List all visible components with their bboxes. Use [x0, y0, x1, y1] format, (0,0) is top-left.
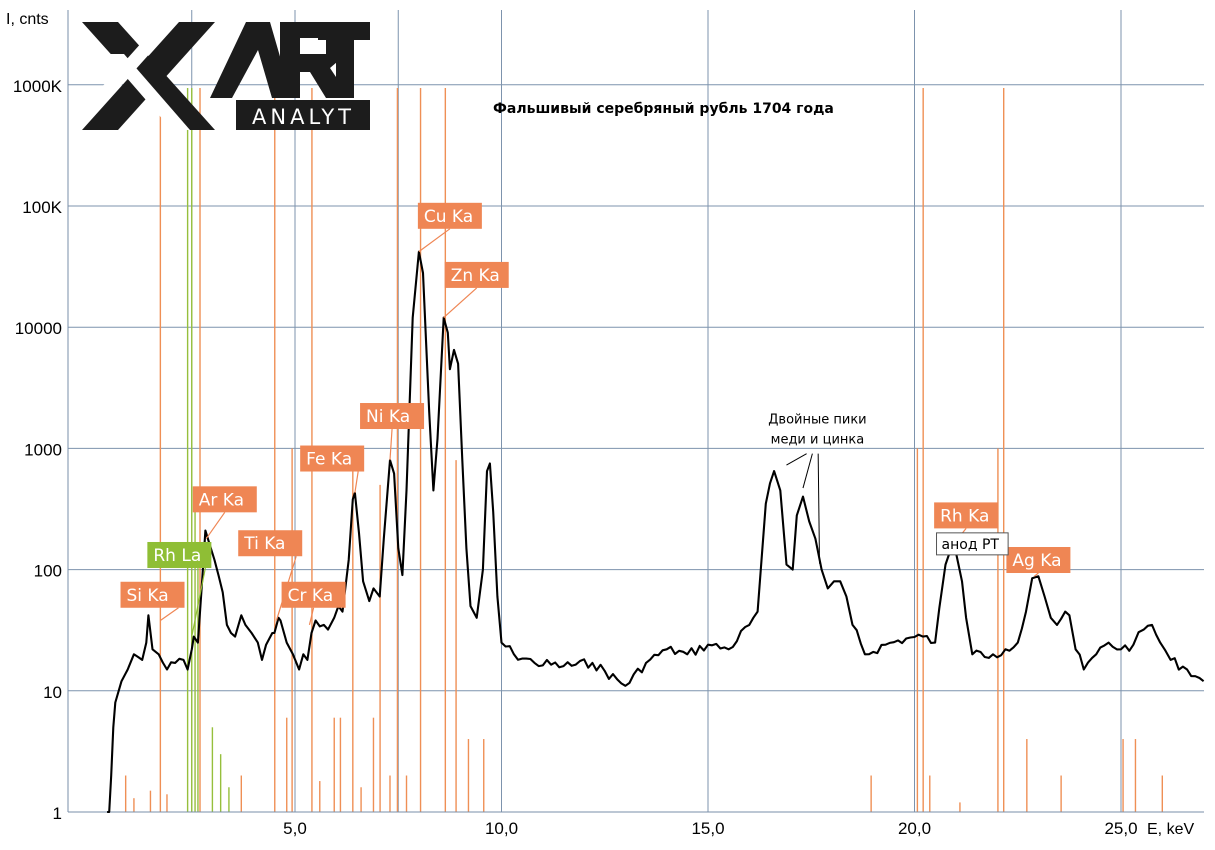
element-label-text: Ni Ka — [366, 407, 410, 427]
label-leader — [205, 511, 226, 540]
element-label-box — [934, 502, 999, 529]
y-tick-label: 10 — [43, 683, 62, 702]
element-peak-lines — [124, 88, 1164, 812]
y-tick-labels: 1 10 100 1000 10000 100K 1000K — [13, 77, 63, 823]
label-leader — [160, 607, 179, 622]
label-leader — [1033, 572, 1039, 577]
spectrum-line — [107, 250, 1205, 814]
element-label-text: Ar Ka — [199, 490, 244, 510]
element-label-box — [300, 445, 365, 472]
element-label-text: Rh Ka — [940, 506, 989, 526]
label-leader — [308, 607, 315, 625]
double-peak-note: Двойные пики меди и цинка — [768, 413, 867, 564]
plot-frame — [67, 10, 1204, 813]
note-line: меди и цинка — [771, 433, 865, 448]
element-label-box — [147, 541, 212, 568]
x-axis-label: E, keV — [1147, 821, 1194, 838]
element-label: Ti Ka — [238, 530, 303, 557]
label-leader — [443, 287, 478, 319]
logo-art-r — [280, 22, 350, 98]
element-label: Ar Ka — [192, 486, 257, 513]
element-label: Fe Ka — [300, 445, 365, 472]
y-tick-label: 1 — [53, 804, 62, 823]
anode-note-text: анод PT — [942, 537, 1000, 553]
plot-area — [68, 10, 1204, 812]
element-label: Rh Ka — [934, 502, 999, 529]
element-label-text: Cr Ka — [288, 586, 334, 606]
element-labels: Si Ka Rh La Ar Ka Ti Ka Cr Ka Fe Ka Ni Ka Cu Ka… — [120, 202, 1071, 608]
element-label-box — [281, 581, 346, 608]
y-tick-label: 1000 — [24, 440, 62, 459]
y-tick-label: 1000K — [13, 77, 63, 96]
x-tick-label: 15,0 — [691, 819, 724, 838]
label-leader — [418, 228, 451, 253]
element-label-text: Si Ka — [127, 586, 169, 606]
element-label-text: Ag Ka — [1012, 551, 1061, 571]
note-pointer — [802, 453, 813, 489]
y-axis-label: I, cnts — [6, 11, 49, 28]
element-label-text: Zn Ka — [451, 266, 500, 286]
element-label: Zn Ka — [444, 261, 509, 288]
x-tick-label: 25,0 — [1104, 819, 1137, 838]
x-tick-label: 5,0 — [283, 819, 307, 838]
anode-note-box — [936, 532, 1009, 556]
element-label-box — [360, 403, 425, 430]
x-tick-label: 20,0 — [898, 819, 931, 838]
anode-note: анод PT — [936, 532, 1009, 556]
element-label-box — [444, 261, 509, 288]
element-label: Rh La — [147, 541, 212, 568]
logo-x-stroke-3 — [82, 22, 215, 130]
element-label-box — [238, 530, 303, 557]
note-pointer — [786, 453, 807, 466]
label-leader — [191, 567, 206, 637]
x-tick-labels: 5,0 10,0 15,0 20,0 25,0 — [283, 819, 1137, 838]
logo-banner — [236, 100, 370, 130]
element-label: Ag Ka — [1006, 547, 1071, 574]
element-label: Cr Ka — [281, 581, 346, 608]
logo-x-stroke-5 — [106, 54, 190, 130]
chart-title: Фальшивый серебряный рубль 1704 года — [493, 101, 834, 117]
element-label: Ni Ka — [360, 403, 425, 430]
logo-text: ANALYT — [252, 105, 355, 129]
note-pointer — [817, 453, 821, 564]
element-label: Cu Ka — [417, 202, 482, 229]
y-tick-label: 100K — [22, 198, 62, 217]
y-tick-label: 100 — [34, 562, 62, 581]
element-label-text: Rh La — [153, 546, 201, 566]
element-label-text: Cu Ka — [424, 207, 473, 227]
label-leader — [389, 428, 393, 461]
plot-background — [68, 10, 1204, 812]
y-tick-label: 10000 — [15, 319, 62, 338]
element-label-text: Fe Ka — [306, 450, 352, 470]
element-label-box — [192, 486, 257, 513]
logo-x-stroke-4 — [92, 22, 178, 98]
note-line: Двойные пики — [768, 413, 866, 428]
element-label: Si Ka — [120, 581, 185, 608]
xart-logo: ANALYT — [82, 22, 370, 130]
logo-art-t — [318, 22, 370, 98]
logo-art-r-hole — [300, 38, 326, 54]
element-label-box — [120, 581, 185, 608]
x-tick-label: 10,0 — [485, 819, 518, 838]
logo-art-a — [210, 22, 292, 98]
element-label-box — [1006, 547, 1071, 574]
element-label-box — [417, 202, 482, 229]
element-label-text: Ti Ka — [243, 534, 285, 554]
annotations: Двойные пики меди и цинка анод PT — [768, 413, 1009, 564]
label-leader — [354, 471, 359, 493]
